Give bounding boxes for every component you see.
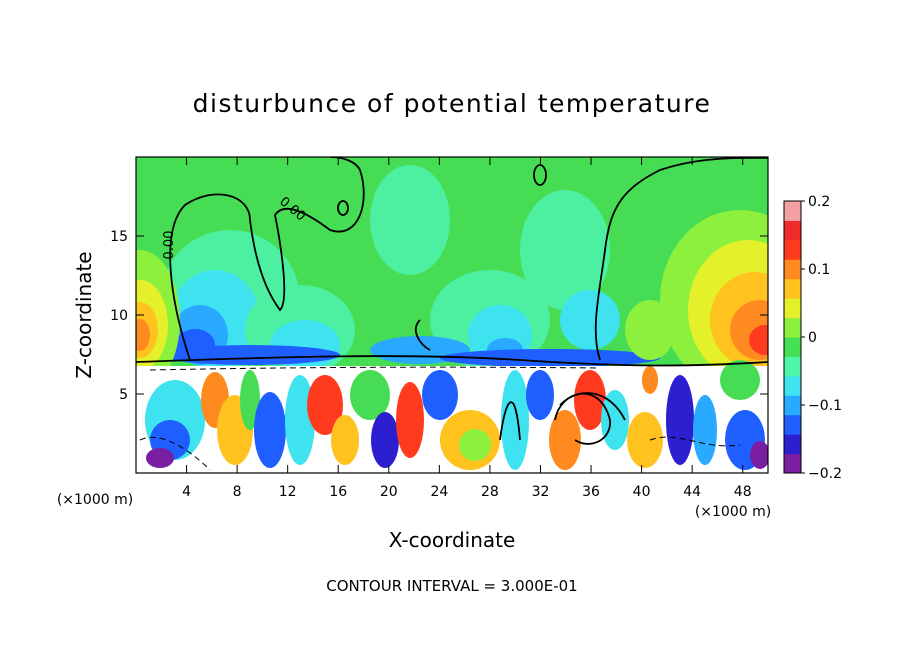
x-tick-label: 36 (582, 484, 600, 500)
contour-interval: CONTOUR INTERVAL = 3.000E-01 (326, 577, 577, 595)
colorbar-tick-label: 0.2 (808, 194, 830, 210)
heatmap-area (136, 157, 768, 473)
colorbar-swatch (784, 414, 801, 435)
x-tick-label: 16 (329, 484, 347, 500)
field-blobs-lower (145, 360, 768, 470)
y-tick-label: 10 (110, 308, 128, 324)
colorbar-swatch (784, 259, 801, 280)
colorbar-swatch (784, 298, 801, 319)
colorbar-swatch (784, 220, 801, 241)
x-tick-label: 48 (734, 484, 752, 500)
y-tick-label: 5 (119, 387, 128, 403)
colorbar-swatch (784, 453, 801, 474)
x-tick-label: 24 (430, 484, 448, 500)
colorbar-tick-label: −0.1 (808, 398, 842, 414)
y-axis-label: Z-coordinate (72, 251, 96, 378)
colorbar-swatch (784, 337, 801, 357)
x-unit-label: (×1000 m) (57, 492, 133, 508)
x-tick-label: 28 (481, 484, 499, 500)
x-tick-label: 8 (233, 484, 242, 500)
x-tick-label: 4 (182, 484, 191, 500)
y-tick-label: 15 (110, 229, 128, 245)
dashed-contours (139, 366, 741, 471)
x-axis-label: X-coordinate (389, 528, 516, 552)
colorbar-swatch (784, 201, 801, 221)
colorbar-swatch (784, 395, 801, 416)
colorbar: 0.2 0.1 0 −0.1 −0.2 (783, 194, 842, 482)
x-axis: 4 8 12 16 20 24 28 32 36 40 44 48 (182, 157, 752, 500)
colorbar-swatch (784, 375, 801, 396)
colorbar-swatch (784, 239, 801, 260)
x-tick-label: 32 (532, 484, 550, 500)
x-tick-label: 40 (633, 484, 651, 500)
x-tick-label: 20 (380, 484, 398, 500)
colorbar-tick-label: 0.1 (808, 262, 830, 278)
x-unit-label-right: (×1000 m) (695, 504, 771, 520)
chart-title: disturbunce of potential temperature (193, 89, 712, 118)
y-axis: 5 10 15 (110, 229, 768, 403)
colorbar-swatch (784, 278, 801, 299)
contour-lines (136, 157, 768, 445)
colorbar-tick-label: −0.2 (808, 466, 842, 482)
colorbar-swatch (784, 434, 801, 455)
colorbar-tick-label: 0 (808, 330, 817, 346)
x-tick-label: 12 (279, 484, 297, 500)
colorbar-swatch (784, 356, 801, 377)
x-tick-label: 44 (683, 484, 701, 500)
colorbar-swatch (784, 317, 801, 338)
contour-label: 0.00 (162, 231, 177, 260)
